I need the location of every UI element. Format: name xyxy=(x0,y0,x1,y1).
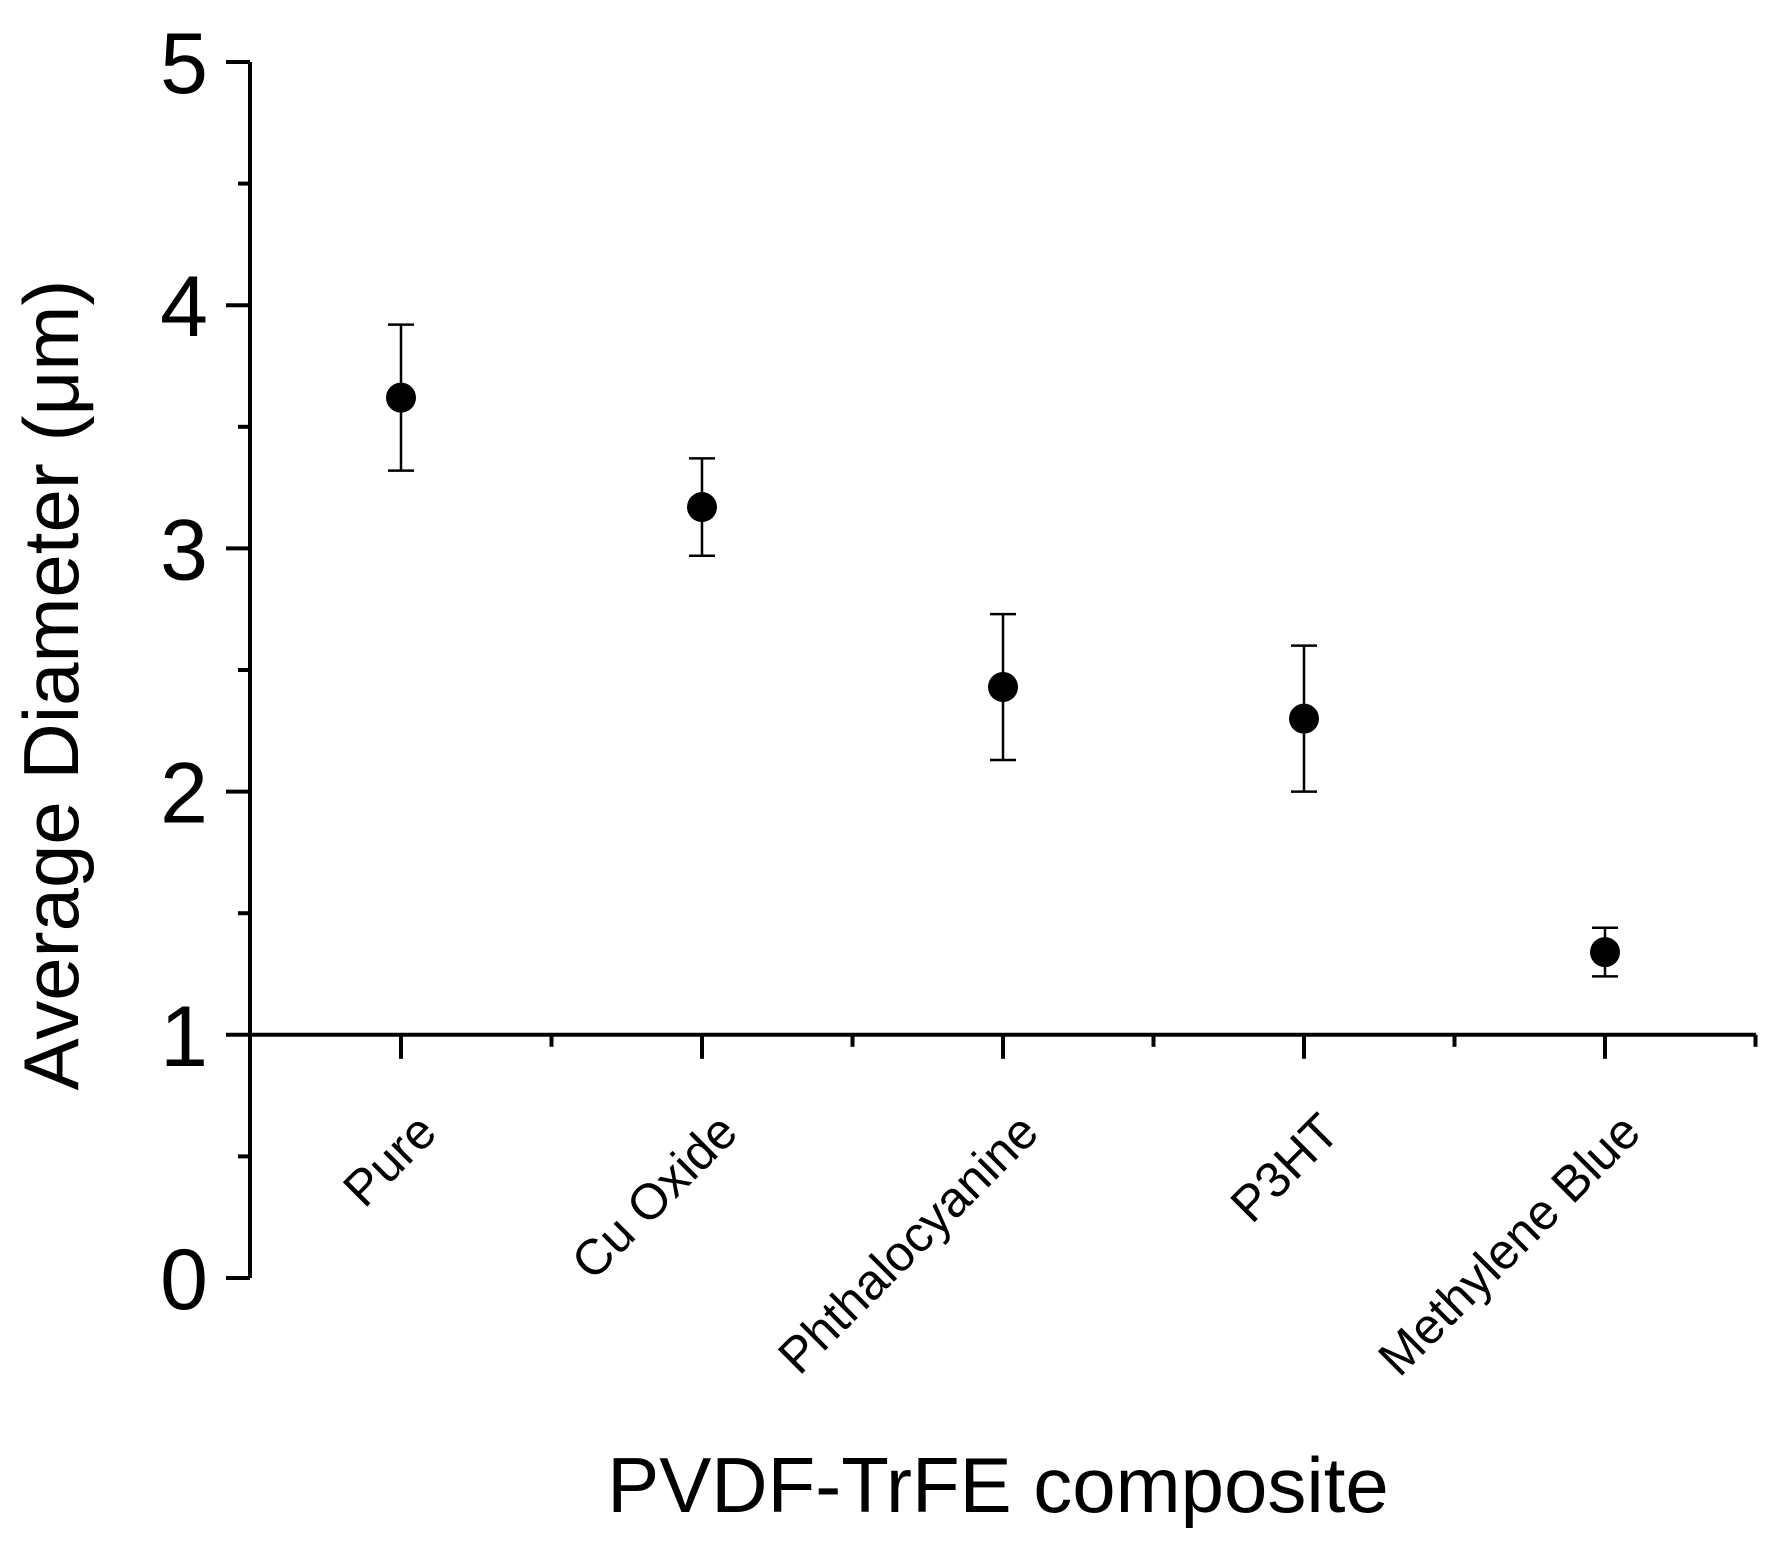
x-tick-label: Phthalocyanine xyxy=(767,1103,1048,1384)
y-tick-label: 3 xyxy=(160,502,208,598)
data-series xyxy=(386,323,1620,978)
y-axis: 0 1 2 3 4 5 xyxy=(160,16,252,1328)
x-axis-title: PVDF-TrFE composite xyxy=(607,1441,1389,1529)
x-tick-label: Methylene Blue xyxy=(1367,1103,1650,1386)
data-point xyxy=(1289,703,1319,734)
x-tick-label: Cu Oxide xyxy=(561,1103,748,1290)
y-tick-label: 0 xyxy=(160,1232,208,1328)
x-tick-label: P3HT xyxy=(1220,1103,1350,1233)
y-tick-label: 2 xyxy=(160,746,208,842)
data-point xyxy=(687,492,717,523)
x-axis: Pure Cu Oxide Phthalocyanine P3HT Methylene … xyxy=(250,1032,1758,1386)
data-point xyxy=(988,672,1018,703)
x-tick-label: Pure xyxy=(332,1103,446,1217)
data-point xyxy=(386,382,416,413)
y-tick-label: 4 xyxy=(160,259,208,355)
y-tick-label: 5 xyxy=(160,16,208,112)
data-point xyxy=(1590,937,1620,968)
y-tick-label: 1 xyxy=(160,989,208,1085)
y-axis-title: Average Diameter (μm) xyxy=(7,280,95,1091)
